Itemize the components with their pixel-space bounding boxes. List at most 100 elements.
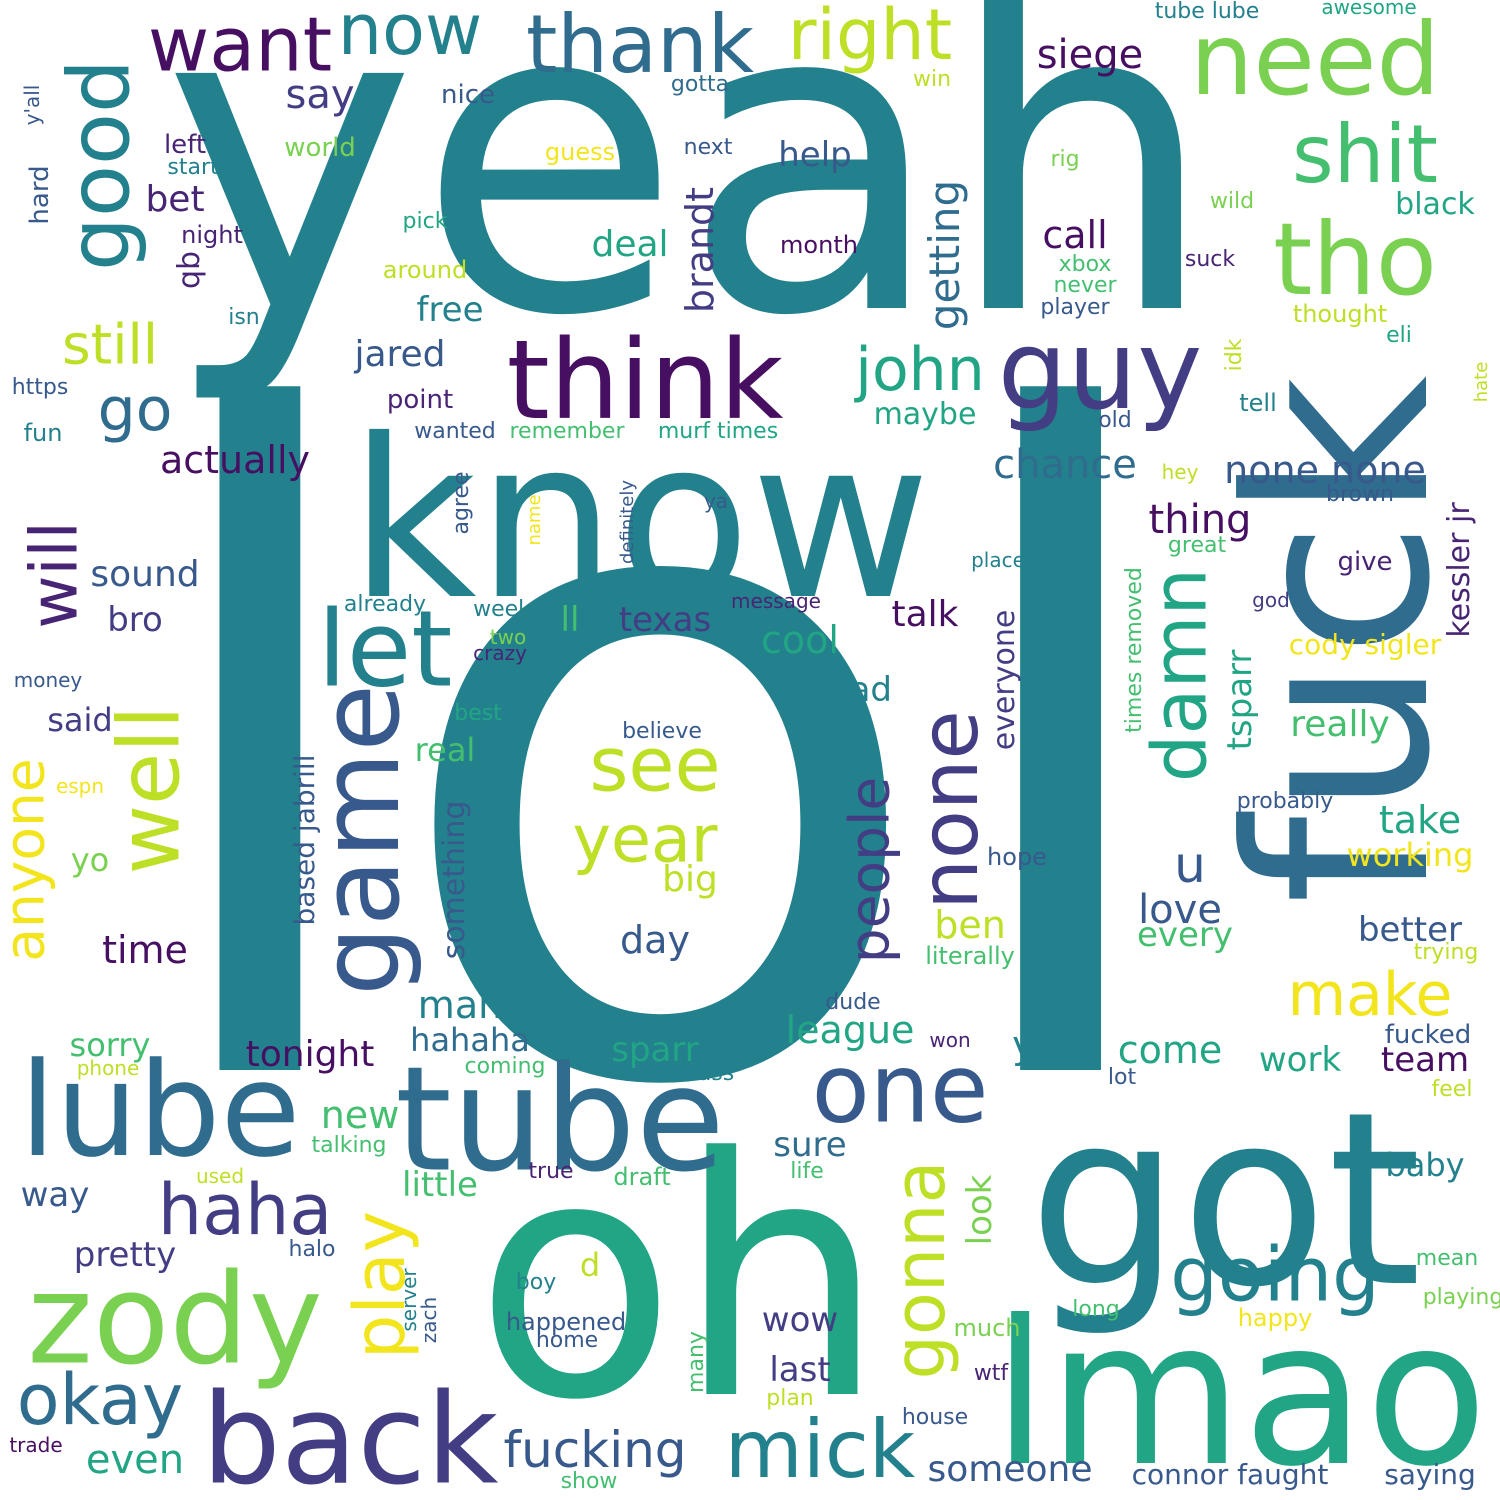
word-want: want: [147, 0, 333, 89]
word-actually: actually: [159, 438, 311, 482]
word-plan: plan: [766, 1386, 814, 1411]
word-thought: thought: [1292, 300, 1388, 328]
word-need: need: [1190, 1, 1440, 118]
word-y-all: y'all: [20, 84, 44, 126]
word-murf-times: murf times: [657, 419, 779, 444]
word-gotta: gotta: [670, 72, 730, 97]
word-guess: guess: [544, 138, 616, 166]
word-sorry: sorry: [69, 1026, 151, 1064]
word-mean: mean: [1415, 1246, 1479, 1271]
word-take: take: [1378, 798, 1462, 842]
word-god: god: [1252, 588, 1290, 612]
word-tsparr: tsparr: [1220, 649, 1260, 751]
word-saying: saying: [1384, 1458, 1476, 1491]
word-bro: bro: [107, 600, 163, 640]
word-great: great: [1167, 533, 1227, 558]
word-believe: believe: [622, 719, 702, 744]
word-life: life: [790, 1159, 824, 1184]
word-new: new: [320, 1093, 400, 1137]
word-everyone: everyone: [987, 609, 1022, 751]
word-cody-sigler: cody sigler: [1288, 628, 1442, 661]
word-yeah: yeah: [162, 0, 1218, 410]
word-brandt: brandt: [678, 186, 722, 314]
word-d: d: [579, 1246, 601, 1284]
word-money: money: [13, 668, 83, 692]
word-lmao: lmao: [992, 1278, 1488, 1500]
word-thing: thing: [1148, 497, 1252, 543]
word-jared: jared: [354, 334, 446, 375]
word-long: long: [1072, 1297, 1120, 1322]
word-league: league: [785, 1008, 915, 1052]
word-house: house: [901, 1405, 969, 1430]
word-feel: feel: [1431, 1077, 1473, 1102]
word-suck: suck: [1184, 247, 1236, 272]
word-crazy: crazy: [473, 641, 527, 665]
word-baby: baby: [1385, 1146, 1465, 1184]
word-every: every: [1136, 915, 1234, 955]
word-thank: thank: [525, 0, 755, 91]
word-awesome: awesome: [1321, 0, 1417, 19]
word-used: used: [195, 1164, 245, 1188]
word-trying: trying: [1413, 940, 1479, 965]
word-see: see: [589, 720, 721, 809]
word-let: let: [317, 588, 453, 711]
word-tell: tell: [1239, 389, 1277, 417]
word-yo: yo: [70, 841, 110, 879]
word-boy: boy: [515, 1270, 557, 1295]
word-true: true: [528, 1159, 574, 1184]
word-talk: talk: [891, 594, 959, 635]
word-definitely: definitely: [617, 479, 638, 565]
word-getting: getting: [920, 179, 969, 331]
word-already: already: [343, 592, 427, 617]
word-something: something: [437, 800, 472, 960]
word-team: team: [1380, 1040, 1470, 1080]
word-damn: damn: [1135, 567, 1224, 783]
word-year: year: [572, 802, 718, 878]
word-ll: ll: [560, 600, 580, 640]
word-hey: hey: [1161, 460, 1199, 484]
word-pretty: pretty: [73, 1235, 177, 1275]
word-guy: guy: [997, 306, 1203, 434]
word-eli: eli: [1386, 323, 1412, 348]
word-none: none: [903, 710, 996, 910]
word-fucked: fucked: [1384, 1020, 1472, 1050]
word-maybe: maybe: [873, 397, 977, 432]
word-work: work: [1258, 1040, 1342, 1080]
word-game: game: [296, 683, 424, 997]
word-sound: sound: [90, 554, 200, 595]
word-qb: qb: [172, 250, 207, 290]
word-brown: brown: [1326, 482, 1394, 507]
word-literally: literally: [925, 942, 1015, 970]
word-got: got: [1028, 1060, 1422, 1340]
word-time: time: [102, 928, 188, 972]
word-oh: oh: [474, 1088, 886, 1472]
word-around: around: [382, 256, 468, 284]
word-shit: shit: [1292, 108, 1438, 201]
word-playing: playing: [1422, 1285, 1500, 1310]
word-hate: hate: [1471, 361, 1492, 403]
word-point: point: [386, 385, 454, 415]
word-haha: haha: [157, 1169, 333, 1251]
word-much: much: [953, 1314, 1021, 1342]
word-way: way: [20, 1175, 90, 1215]
word-win: win: [912, 67, 952, 92]
word-hard: hard: [25, 165, 55, 225]
word-going: going: [1170, 1230, 1380, 1319]
word-place: place: [971, 548, 1025, 572]
word-talking: talking: [311, 1133, 387, 1158]
word-probably: probably: [1236, 789, 1334, 814]
word-go: go: [97, 375, 173, 445]
word-chance: chance: [993, 442, 1137, 488]
word-https: https: [11, 375, 69, 400]
word-tube-lube: tube lube: [1154, 0, 1260, 24]
word-home: home: [535, 1328, 599, 1353]
word-sparr: sparr: [611, 1030, 699, 1070]
word-man: man: [417, 983, 503, 1027]
word-start: start: [167, 155, 219, 180]
word-based-jabrill: based jabrill: [288, 754, 321, 926]
word-rig: rig: [1050, 147, 1080, 172]
word-deal: deal: [591, 224, 669, 265]
word-tonight: tonight: [245, 1034, 375, 1075]
word-hope: hope: [987, 843, 1047, 871]
